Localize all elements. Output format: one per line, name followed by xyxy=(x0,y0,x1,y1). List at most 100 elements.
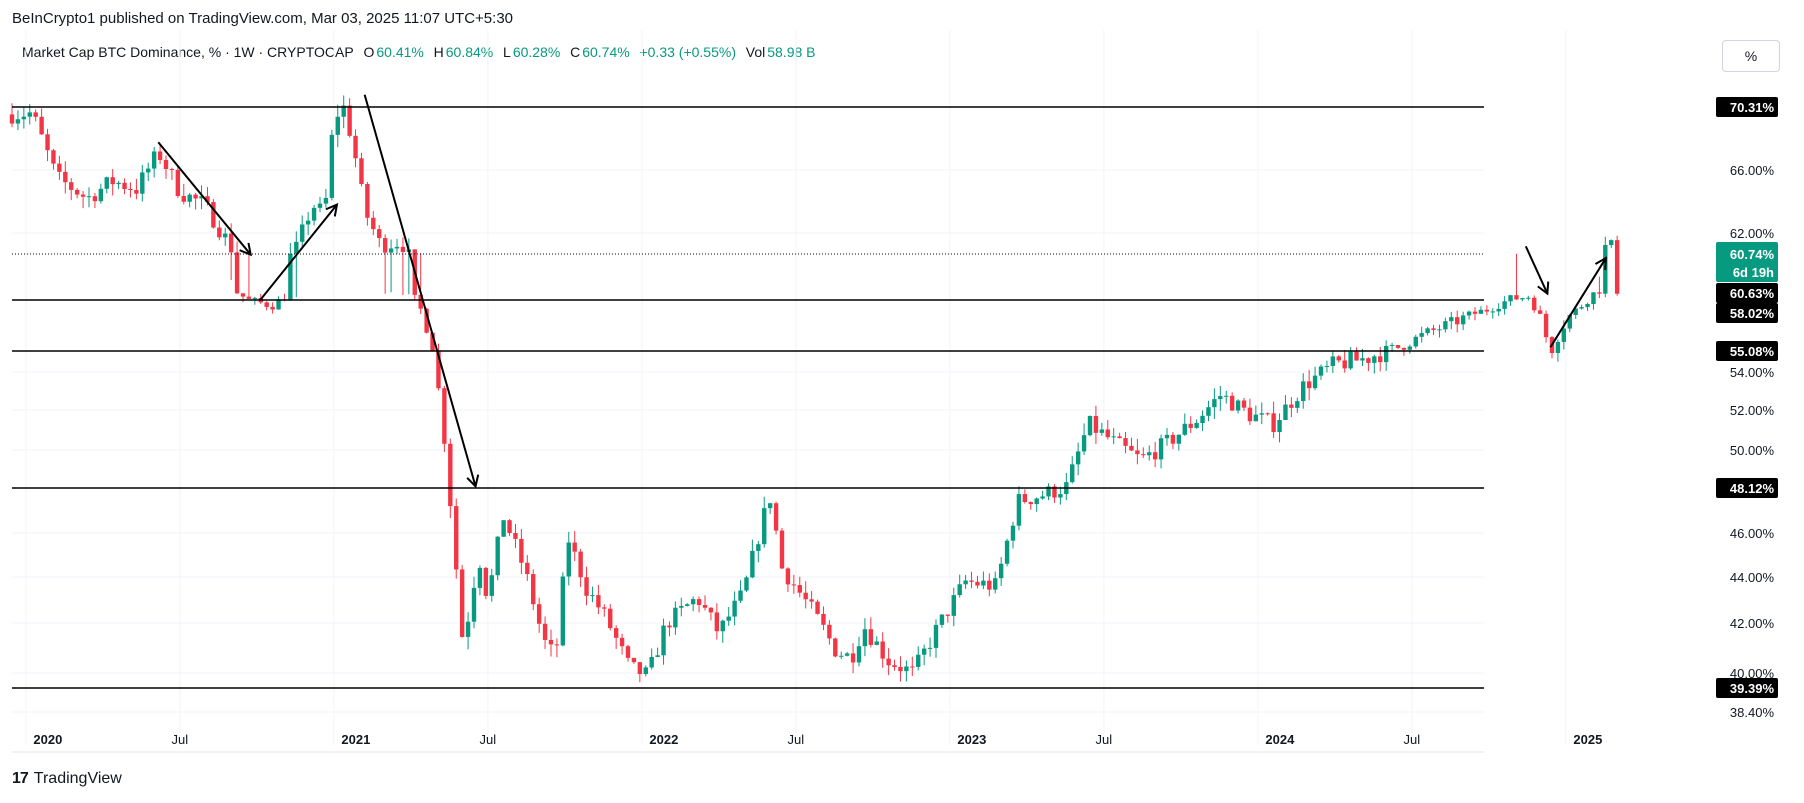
candle xyxy=(1383,340,1389,371)
percent-scale-button[interactable]: % xyxy=(1722,40,1780,72)
candle-body xyxy=(987,580,992,590)
candle-body xyxy=(1158,438,1164,460)
candle xyxy=(1283,395,1288,421)
low-label: L xyxy=(503,44,511,60)
candle-body xyxy=(1366,358,1371,363)
x-tick-label: 2023 xyxy=(957,732,986,747)
candle xyxy=(329,129,335,201)
candle-body xyxy=(963,580,968,585)
y-tick-label: 46.00% xyxy=(1730,526,1775,541)
open-label: O xyxy=(363,44,375,60)
candle xyxy=(181,183,186,205)
candle-body xyxy=(578,551,583,578)
price-axis[interactable]: 66.00% 62.00% 54.00% 52.00% 50.00% 46.00% 44.0… xyxy=(1716,97,1778,720)
candle xyxy=(1206,400,1211,422)
candle-body xyxy=(1383,345,1389,363)
candle xyxy=(673,601,678,635)
candle-body xyxy=(1443,321,1448,330)
candle xyxy=(608,604,613,631)
candle xyxy=(1200,410,1205,431)
candle-body xyxy=(898,666,903,672)
candle xyxy=(294,231,299,298)
level-price-label: 55.08% xyxy=(1716,341,1778,361)
candle-body xyxy=(1437,329,1442,331)
candle-body xyxy=(264,302,269,307)
candle xyxy=(921,644,927,666)
candle-body xyxy=(1253,414,1259,422)
candle xyxy=(803,581,808,609)
candle-body xyxy=(560,576,566,646)
candle-body xyxy=(708,607,714,613)
candle-body xyxy=(1555,341,1561,354)
candle-body xyxy=(1295,401,1300,408)
candle xyxy=(1537,305,1543,315)
candle xyxy=(1241,397,1247,411)
candle xyxy=(1614,235,1620,296)
candle xyxy=(572,531,577,561)
candle-body xyxy=(1141,454,1146,456)
candle-body xyxy=(382,238,388,253)
candle-body xyxy=(270,306,275,310)
candle xyxy=(1117,432,1122,439)
time-axis[interactable]: 2020 Jul 2021 Jul 2022 Jul 2023 Jul 2024 Jul 2025 xyxy=(33,732,1602,747)
candle-body xyxy=(1046,486,1051,497)
candle-body xyxy=(1070,464,1075,483)
candle xyxy=(1129,437,1134,452)
candle xyxy=(714,603,720,640)
candle-body xyxy=(880,641,885,659)
candle-body xyxy=(1034,498,1039,505)
candle xyxy=(341,95,346,129)
candle-body xyxy=(833,638,838,657)
candle xyxy=(536,597,542,633)
candle xyxy=(1579,304,1584,310)
candle-body xyxy=(98,188,104,202)
candle xyxy=(146,162,151,182)
candle xyxy=(1004,538,1010,567)
candle-body xyxy=(1117,436,1122,439)
candle-body xyxy=(371,217,376,230)
candle-body xyxy=(193,194,198,199)
candle-body xyxy=(146,168,151,173)
candle xyxy=(1395,345,1401,349)
level-price-label-bg xyxy=(1716,303,1778,323)
grid-lines xyxy=(12,30,1567,753)
candle-body xyxy=(690,599,696,605)
level-price-label-text: 48.12% xyxy=(1730,481,1775,496)
candle xyxy=(827,620,832,645)
candle xyxy=(335,104,340,148)
candle xyxy=(809,590,814,609)
candle xyxy=(1058,486,1063,505)
candle xyxy=(981,571,986,590)
tradingview-brand[interactable]: 17 TradingView xyxy=(12,770,122,788)
candle xyxy=(998,557,1004,586)
candle-body xyxy=(1526,297,1531,299)
candle xyxy=(140,164,145,202)
candle-body xyxy=(1040,496,1045,499)
candle xyxy=(791,574,797,594)
candle-body xyxy=(454,506,459,570)
candle xyxy=(211,199,216,229)
volume-label: Vol xyxy=(745,44,766,60)
candle-body xyxy=(762,508,767,545)
candle-body xyxy=(1164,434,1170,439)
candle xyxy=(1224,390,1229,404)
candle-body xyxy=(1087,415,1093,436)
candle xyxy=(365,181,370,226)
candle-body xyxy=(1395,345,1401,348)
candle xyxy=(1253,405,1259,422)
candle-body xyxy=(15,119,21,124)
candle xyxy=(1354,347,1359,361)
candle-body xyxy=(791,584,797,586)
candle-body xyxy=(679,605,684,608)
candle-body xyxy=(69,182,74,190)
candle xyxy=(602,604,607,617)
candle-body xyxy=(175,169,181,196)
x-tick-label: 2024 xyxy=(1265,732,1295,747)
candle xyxy=(767,502,773,514)
candle xyxy=(21,107,27,129)
change-value: +0.33 (+0.55%) xyxy=(639,44,736,60)
candle-body xyxy=(856,646,862,663)
candle xyxy=(797,576,802,598)
candle xyxy=(1194,419,1199,429)
